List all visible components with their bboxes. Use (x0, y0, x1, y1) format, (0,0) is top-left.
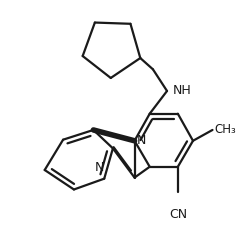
Text: NH: NH (173, 85, 191, 97)
Text: N: N (95, 161, 104, 174)
Text: CH₃: CH₃ (215, 124, 236, 136)
Text: CN: CN (169, 208, 187, 221)
Text: N: N (137, 134, 146, 147)
